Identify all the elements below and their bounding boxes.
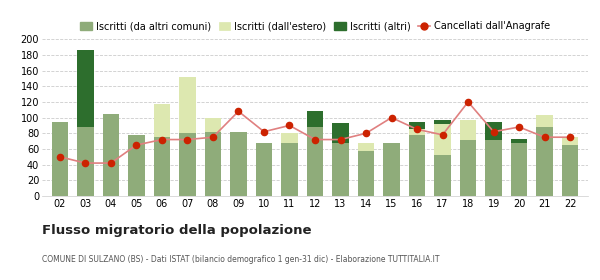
Point — [387, 115, 397, 120]
Bar — [409, 122, 425, 129]
Point — [540, 135, 550, 139]
Bar — [358, 151, 374, 196]
Point — [336, 137, 346, 142]
Bar — [205, 132, 221, 196]
Point — [106, 161, 116, 165]
Bar — [256, 143, 272, 196]
Bar — [383, 143, 400, 196]
Bar — [179, 133, 196, 196]
Point — [412, 127, 422, 132]
Point — [55, 155, 65, 159]
Bar — [154, 137, 170, 196]
Bar — [332, 143, 349, 196]
Point — [514, 125, 524, 129]
Point — [361, 131, 371, 136]
Bar — [103, 114, 119, 196]
Bar — [332, 123, 349, 143]
Point — [233, 109, 243, 114]
Point — [438, 133, 448, 137]
Text: Flusso migratorio della popolazione: Flusso migratorio della popolazione — [42, 224, 311, 237]
Bar — [562, 145, 578, 196]
Bar — [536, 127, 553, 196]
Bar — [281, 133, 298, 143]
Point — [489, 129, 499, 134]
Bar — [230, 132, 247, 196]
Bar — [307, 111, 323, 127]
Bar — [562, 137, 578, 145]
Bar — [205, 118, 221, 132]
Point — [259, 129, 269, 134]
Bar — [52, 122, 68, 196]
Bar — [434, 155, 451, 196]
Bar — [409, 129, 425, 135]
Bar — [307, 127, 323, 196]
Bar — [77, 50, 94, 127]
Bar — [128, 135, 145, 196]
Bar — [358, 143, 374, 151]
Bar — [434, 120, 451, 124]
Bar — [485, 122, 502, 139]
Bar — [511, 139, 527, 143]
Bar — [460, 120, 476, 139]
Point — [182, 137, 192, 142]
Legend: Iscritti (da altri comuni), Iscritti (dall'estero), Iscritti (altri), Cancellati: Iscritti (da altri comuni), Iscritti (da… — [80, 21, 550, 31]
Bar — [511, 143, 527, 196]
Point — [565, 135, 575, 139]
Bar — [409, 135, 425, 196]
Point — [157, 137, 167, 142]
Point — [80, 161, 90, 165]
Bar — [536, 115, 553, 127]
Bar — [460, 139, 476, 196]
Point — [208, 135, 218, 139]
Text: COMUNE DI SULZANO (BS) - Dati ISTAT (bilancio demografico 1 gen-31 dic) - Elabor: COMUNE DI SULZANO (BS) - Dati ISTAT (bil… — [42, 255, 439, 264]
Point — [310, 137, 320, 142]
Point — [284, 123, 294, 128]
Bar — [485, 139, 502, 196]
Bar — [434, 124, 451, 155]
Bar — [77, 127, 94, 196]
Bar — [154, 104, 170, 137]
Point — [463, 100, 473, 104]
Bar — [281, 143, 298, 196]
Bar — [179, 77, 196, 133]
Point — [131, 143, 141, 147]
